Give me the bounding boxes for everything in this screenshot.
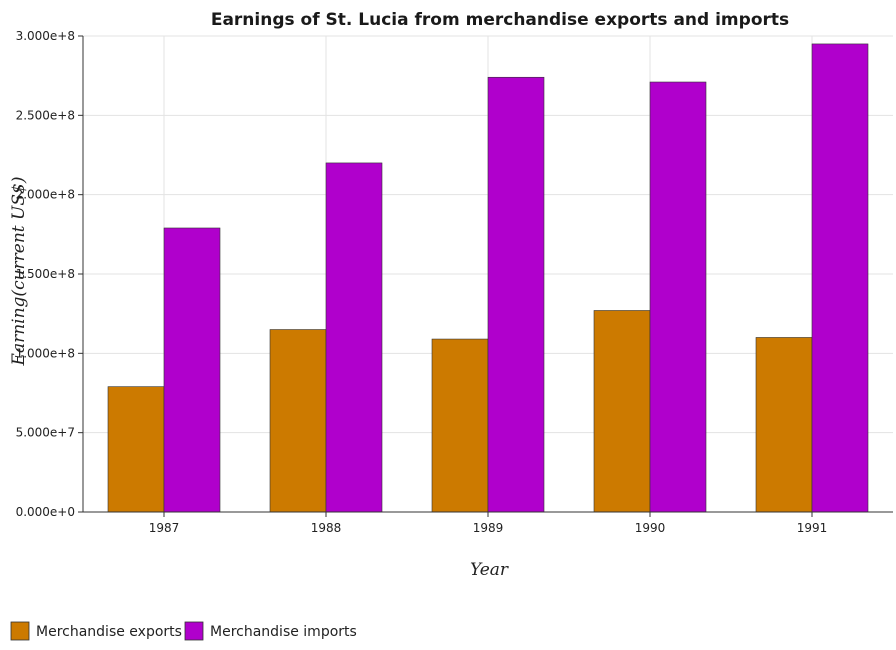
y-axis-label: Earning(current US$) (9, 177, 29, 367)
bar-merchandise-exports (269, 329, 327, 513)
legend-label-exports: Merchandise exports (36, 624, 182, 640)
y-axis-ticks: 0.000e+0 5.000e+7 1.000e+8 1.500e+8 2.000e+8… (16, 29, 83, 519)
legend-label-imports: Merchandise imports (210, 624, 357, 640)
y-tick-label: 5.000e+7 (16, 426, 75, 440)
bar-merchandise-exports (755, 337, 813, 513)
y-tick-label: 1.000e+8 (16, 346, 75, 360)
legend-swatch-imports (184, 621, 204, 641)
bar-merchandise-exports (593, 310, 651, 513)
x-tick-label: 1990 (635, 521, 666, 535)
y-tick-label: 2.500e+8 (16, 108, 75, 122)
bar-merchandise-imports (163, 227, 221, 513)
legend-swatch-exports (10, 621, 30, 641)
bars (107, 43, 869, 513)
x-tick-label: 1989 (473, 521, 504, 535)
bar-merchandise-exports (431, 338, 489, 513)
x-axis-label: Year (470, 560, 509, 580)
bar-merchandise-imports (487, 76, 545, 513)
y-tick-label: 3.000e+8 (16, 29, 75, 43)
x-axis-ticks: 1987 1988 1989 1990 1991 (149, 512, 828, 535)
x-tick-label: 1991 (797, 521, 828, 535)
bar-merchandise-imports (325, 162, 383, 513)
legend: Merchandise exports Merchandise imports (10, 621, 357, 641)
bar-merchandise-imports (811, 43, 869, 513)
bar-merchandise-imports (649, 81, 707, 513)
x-tick-label: 1988 (311, 521, 342, 535)
y-tick-label: 0.000e+0 (16, 505, 75, 519)
bar-merchandise-exports (107, 386, 165, 513)
y-tick-label: 1.500e+8 (16, 267, 75, 281)
y-tick-label: 2.000e+8 (16, 188, 75, 202)
chart-title: Earnings of St. Lucia from merchandise e… (211, 10, 789, 30)
x-tick-label: 1987 (149, 521, 180, 535)
